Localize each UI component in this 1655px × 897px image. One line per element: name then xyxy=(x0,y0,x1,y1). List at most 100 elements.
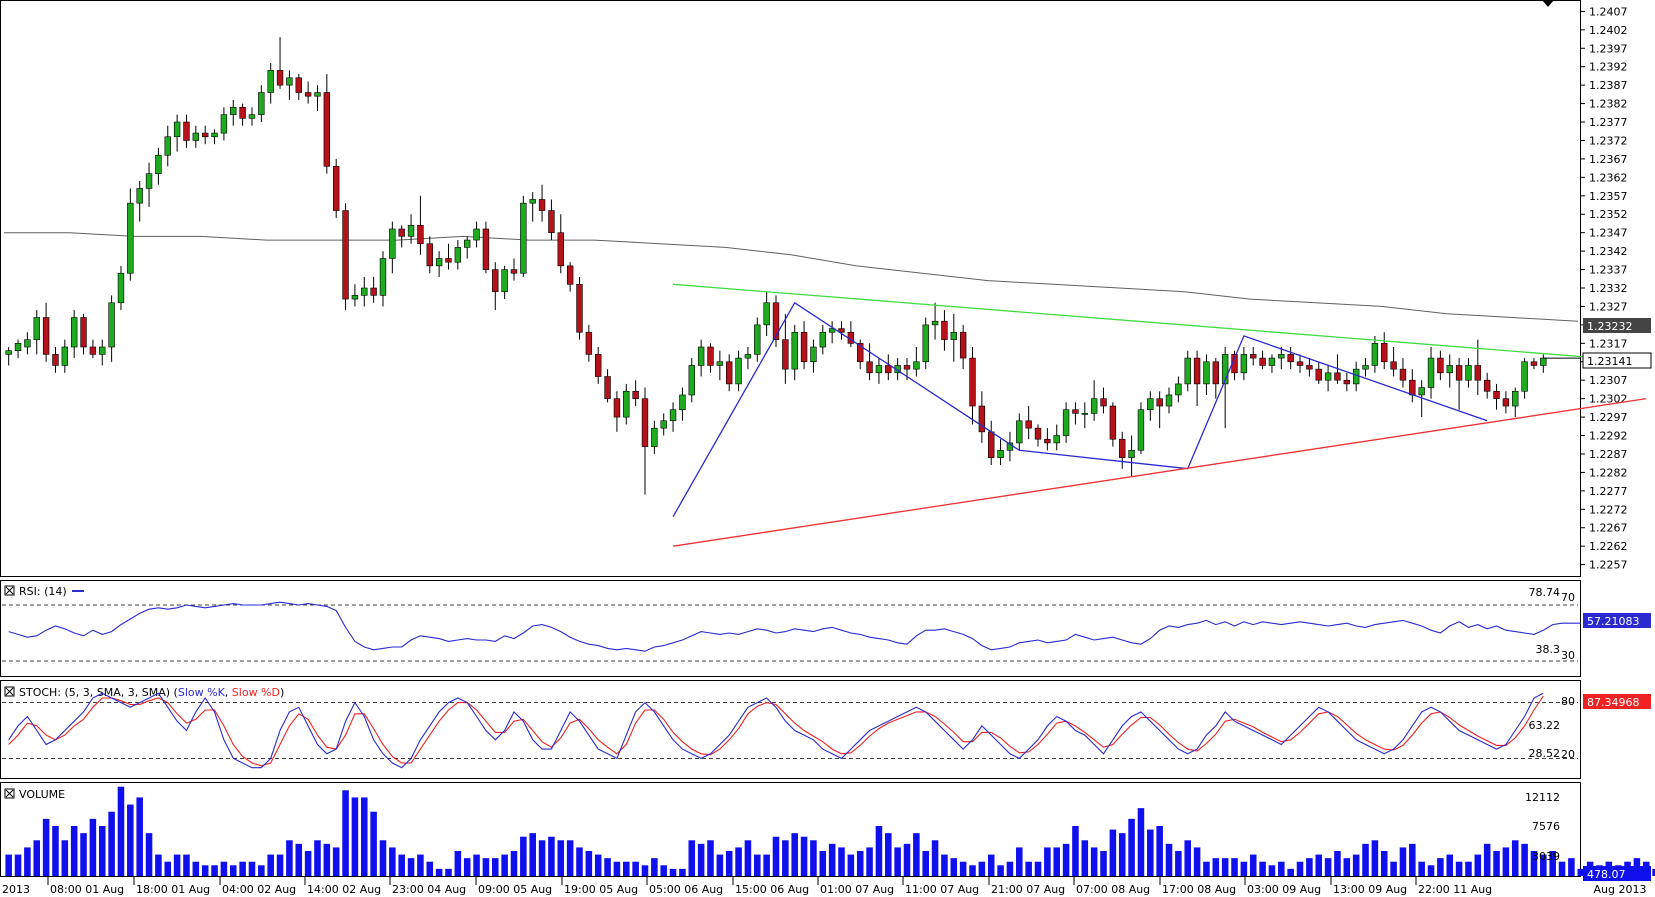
stoch-level-20: 20 xyxy=(1561,748,1575,761)
candle-body xyxy=(332,165,340,211)
candle-body xyxy=(941,320,948,340)
time-label: 07:00 08 Aug xyxy=(1076,883,1150,896)
candle-body xyxy=(454,247,462,263)
volume-bar xyxy=(1081,840,1089,876)
candle-body xyxy=(697,346,705,366)
volume-bar xyxy=(1558,861,1566,876)
candle-body xyxy=(1334,372,1341,381)
volume-bar xyxy=(1278,861,1285,876)
time-label: 19:00 05 Aug xyxy=(564,883,638,896)
volume-bar xyxy=(716,854,724,876)
volume-bar xyxy=(987,854,995,876)
time-label: 14:00 02 Aug xyxy=(307,883,381,896)
candle xyxy=(688,358,695,403)
candle-body xyxy=(1175,383,1182,396)
candle-body xyxy=(117,272,125,304)
candle-body xyxy=(173,121,181,138)
candle-body xyxy=(492,269,499,292)
volume-bar xyxy=(1474,854,1482,876)
candle xyxy=(155,147,162,185)
volume-bar xyxy=(1390,861,1397,876)
scroll-down-arrow-icon[interactable] xyxy=(1542,0,1554,7)
price-tick-label: 1.2277 xyxy=(1589,485,1628,498)
candle xyxy=(978,391,986,443)
upper-trendline xyxy=(673,283,1647,363)
volume-bar xyxy=(632,861,639,876)
time-label: Aug 2013 xyxy=(1594,883,1647,896)
volume-bar xyxy=(941,854,948,876)
candle-body xyxy=(1250,354,1257,359)
volume-bar xyxy=(1100,851,1107,876)
candle xyxy=(1259,350,1266,370)
candle xyxy=(351,284,359,307)
candle-body xyxy=(192,132,200,141)
candle-body xyxy=(1100,398,1107,407)
volume-value: 478.07 xyxy=(1587,868,1626,881)
stoch-panel[interactable]: STOCH: (5, 3, SMA, 3, SMA) (Slow %K, Slo… xyxy=(0,680,1652,779)
price-panel[interactable]: 1.2407 1.2402 1.2397 1.2392 1.2387 1.2382 1.23… xyxy=(0,0,1652,577)
volume-bar xyxy=(594,854,602,876)
candle xyxy=(342,203,349,311)
stoch-k-legend: Slow %K xyxy=(178,686,226,699)
candle xyxy=(164,125,171,167)
volume-bar xyxy=(931,840,939,876)
volume-bar xyxy=(763,854,770,876)
candle-body xyxy=(1474,365,1482,381)
candle-body xyxy=(127,202,134,274)
lower-trendline xyxy=(672,398,1647,547)
time-label: 21:00 07 Aug xyxy=(991,883,1065,896)
candle xyxy=(922,317,929,370)
volume-bar xyxy=(1352,854,1360,876)
volume-bar xyxy=(1380,851,1388,876)
price-tick-label: 1.2367 xyxy=(1589,153,1628,166)
candle-body xyxy=(370,287,377,296)
price-tick-label: 1.2352 xyxy=(1589,208,1628,221)
volume-bar xyxy=(1409,843,1416,876)
price-tick-label: 1.2397 xyxy=(1589,42,1628,55)
last-price-label-box xyxy=(1582,352,1652,369)
candle xyxy=(641,387,649,495)
zigzag-line xyxy=(672,301,1488,518)
rsi-panel[interactable]: RSI: (14) 78.74 38.3 70 30 57.21083 xyxy=(0,580,1652,677)
candle xyxy=(613,391,621,432)
candle-body xyxy=(276,70,284,86)
candle xyxy=(5,347,12,366)
candle xyxy=(1296,354,1304,373)
volume-bar xyxy=(1296,861,1304,876)
candle-body xyxy=(80,317,87,348)
time-label: 04:00 02 Aug xyxy=(222,883,296,896)
candle xyxy=(389,221,396,274)
candle-body xyxy=(1109,405,1117,440)
candle-body xyxy=(1399,368,1407,381)
volume-bar xyxy=(314,840,321,876)
volume-bar xyxy=(847,854,855,876)
volume-bar xyxy=(1184,840,1192,876)
time-label: 15:00 06 Aug xyxy=(735,883,809,896)
candle xyxy=(763,291,770,336)
time-label: 18:00 01 Aug xyxy=(136,883,210,896)
candle xyxy=(604,369,611,403)
volume-bar xyxy=(1053,847,1061,876)
candle-body xyxy=(903,365,911,370)
volume-bar xyxy=(473,854,480,876)
candle-body xyxy=(576,284,583,333)
volume-panel[interactable]: VOLUME 12112 7576 3039 478.07 xyxy=(0,782,1655,882)
candle-body xyxy=(969,357,976,407)
candle-body xyxy=(585,331,593,355)
candle-body xyxy=(361,287,368,296)
candle xyxy=(959,324,967,370)
candle xyxy=(548,199,555,241)
candle xyxy=(1437,350,1444,381)
volume-tick-2: 7576 xyxy=(1532,820,1560,833)
volume-bar xyxy=(1530,851,1538,876)
candle xyxy=(1044,428,1051,451)
volume-value-box xyxy=(1583,866,1651,881)
candle xyxy=(1072,402,1079,425)
candle xyxy=(828,321,836,344)
price-tick-label: 1.2402 xyxy=(1589,24,1628,37)
candle xyxy=(819,324,826,355)
stoch-value: 87.34968 xyxy=(1587,696,1640,709)
volume-bar xyxy=(1128,818,1135,876)
candle-body xyxy=(1287,354,1294,363)
candle-body xyxy=(959,331,967,359)
